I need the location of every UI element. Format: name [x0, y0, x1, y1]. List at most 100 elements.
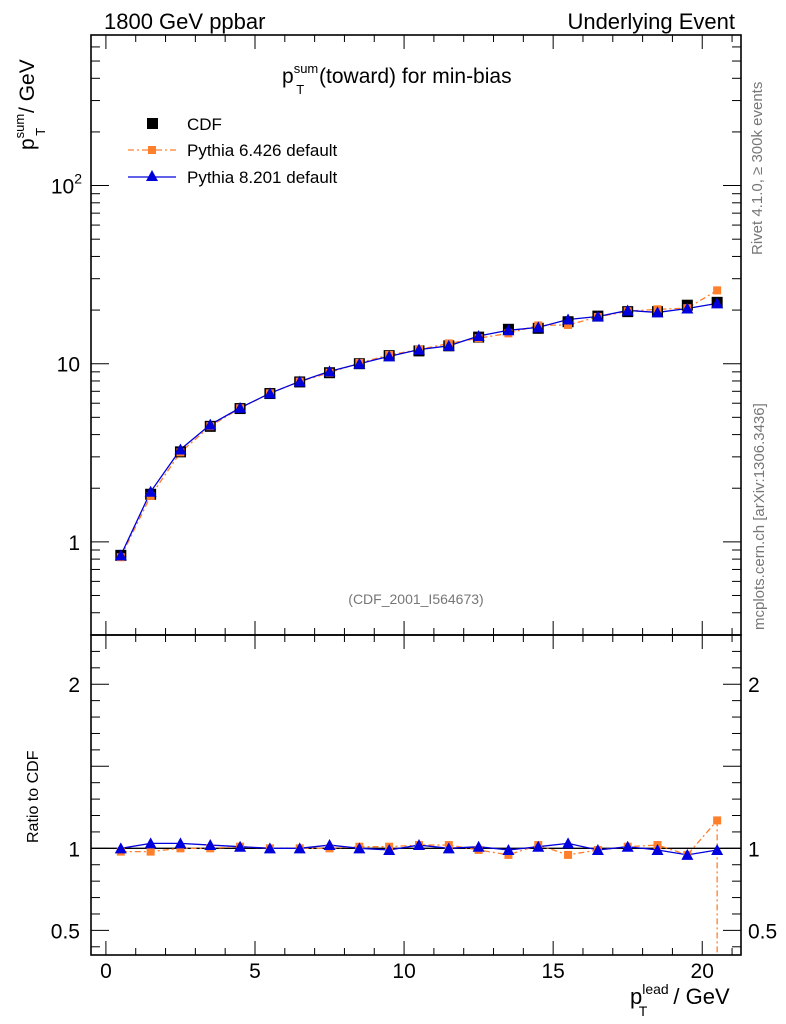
title-sup: sum	[294, 61, 319, 76]
ylabel-p: p	[16, 138, 39, 150]
header-left: 1800 GeV ppbar	[104, 9, 265, 34]
xlabel-sup: lead	[642, 981, 668, 997]
xlabel-rest: / GeV	[667, 984, 730, 1009]
ratio-pythia8-point	[651, 843, 664, 855]
ratio-y-tick-label-right: 0.5	[748, 920, 777, 943]
legend: CDF Pythia 6.426 default Pythia 8.201 de…	[128, 115, 338, 187]
pythia8-point	[532, 321, 545, 333]
ratio-pythia8-point	[412, 839, 425, 851]
main-y-tick-label: 102	[51, 171, 82, 199]
ratio-pythia8-point	[711, 843, 724, 855]
main-series-layer	[114, 286, 724, 562]
pythia8-point	[591, 310, 604, 322]
ratio-pythia8-point	[562, 837, 575, 849]
ratio-pythia6-point	[564, 850, 573, 859]
side-rivet-label: Rivet 4.1.0, ≥ 300k events	[749, 82, 766, 255]
ratio-y-tick-label-left: 0.5	[51, 920, 80, 943]
pythia8-point	[472, 330, 485, 342]
pythia8-point	[621, 304, 634, 316]
pythia8-point	[174, 443, 187, 455]
ratio-y-label: Ratio to CDF	[25, 750, 42, 843]
xlabel-p: p	[630, 984, 642, 1009]
ratio-pythia6-point	[713, 816, 722, 825]
pythia8-point	[234, 401, 247, 413]
ylabel-sup: sum	[12, 114, 27, 139]
pythia8-point	[383, 350, 396, 362]
header-right: Underlying Event	[567, 9, 735, 34]
x-tick-label: 5	[249, 960, 261, 983]
legend-label-cdf: CDF	[187, 115, 222, 134]
title-p: p	[282, 65, 294, 88]
ratio-y-tick-label-left: 1	[68, 838, 80, 861]
pythia8-point	[144, 485, 157, 497]
title-sub: T	[296, 82, 304, 97]
ratio-series-layer	[91, 816, 741, 955]
pythia6-point	[564, 320, 573, 329]
pythia8-point	[412, 343, 425, 355]
ratio-pythia8-point	[442, 842, 455, 854]
main-y-tick-label-exp: 2	[74, 171, 82, 187]
ratio-panel: 0.5 0.5 1 1 2 2 0 5 10 15 20 Ratio to CDF plead T …	[25, 634, 777, 1019]
ratio-pythia8-point	[234, 840, 247, 852]
ratio-pythia6-point	[146, 847, 155, 856]
ratio-frame	[90, 634, 742, 956]
x-tick-labels: 0 5 10 15 20	[100, 960, 714, 983]
pythia8-point	[442, 339, 455, 351]
pythia8-point	[204, 418, 217, 430]
ratio-pythia8-point	[293, 842, 306, 854]
ratio-pythia8-point	[174, 837, 187, 849]
legend-marker-cdf	[147, 118, 158, 129]
ratio-pythia8-point	[144, 837, 157, 849]
main-axis-ticks	[91, 34, 741, 636]
ratio-pythia8-point	[532, 840, 545, 852]
main-y-label: psum T / GeV	[12, 59, 48, 150]
x-tick-label: 10	[392, 960, 415, 983]
ylabel-rest: / GeV	[16, 59, 39, 119]
pythia8-point	[711, 297, 724, 309]
x-tick-label: 0	[100, 960, 112, 983]
legend-label-pythia6: Pythia 6.426 default	[187, 141, 338, 160]
ratio-pythia8-point	[681, 848, 694, 860]
pythia8-point	[293, 375, 306, 387]
legend-marker-pythia6	[148, 146, 156, 154]
main-y-tick-label-base: 10	[51, 176, 74, 199]
ratio-pythia8-point	[114, 842, 127, 854]
ratio-y-tick-label-right: 1	[748, 838, 760, 861]
ratio-pythia8-point	[472, 840, 485, 852]
ratio-y-tick-label-left: 2	[68, 674, 80, 697]
ratio-pythia8-point	[621, 840, 634, 852]
x-axis-label: plead T / GeV	[630, 981, 730, 1019]
side-mcplots-label: mcplots.cern.ch [arXiv:1306.3436]	[751, 403, 768, 630]
xlabel-sub: T	[639, 1003, 648, 1019]
ratio-y-tick-label-right: 2	[748, 674, 760, 697]
legend-label-pythia8: Pythia 8.201 default	[187, 168, 338, 187]
x-tick-label: 20	[691, 960, 714, 983]
pythia8-point	[681, 302, 694, 314]
ratio-pythia8-point	[204, 839, 217, 851]
ratio-pythia8-point	[263, 842, 276, 854]
title-rest: (toward) for min-bias	[313, 65, 511, 88]
main-y-tick-label: 10	[57, 354, 80, 377]
x-tick-label: 15	[541, 960, 564, 983]
ratio-axis-ticks	[91, 634, 741, 955]
legend-marker-pythia8	[146, 170, 158, 181]
pythia8-point	[114, 549, 127, 561]
ratio-pythia8-point	[502, 843, 515, 855]
pythia8-point	[323, 365, 336, 377]
ylabel-sub: T	[33, 128, 48, 136]
pythia8-point	[651, 306, 664, 318]
ratio-y-tick-labels: 0.5 0.5 1 1 2 2	[51, 674, 777, 943]
pythia8-point	[353, 357, 366, 369]
pythia6-line	[120, 289, 718, 558]
main-y-tick-label: 1	[68, 532, 80, 555]
ratio-pythia8-point	[323, 839, 336, 851]
ratio-pythia8-point	[591, 843, 604, 855]
ratio-pythia8-point	[383, 843, 396, 855]
pythia6-point	[713, 286, 722, 295]
ratio-pythia8-point	[353, 842, 366, 854]
pythia8-point	[263, 387, 276, 399]
pythia8-point	[562, 313, 575, 325]
